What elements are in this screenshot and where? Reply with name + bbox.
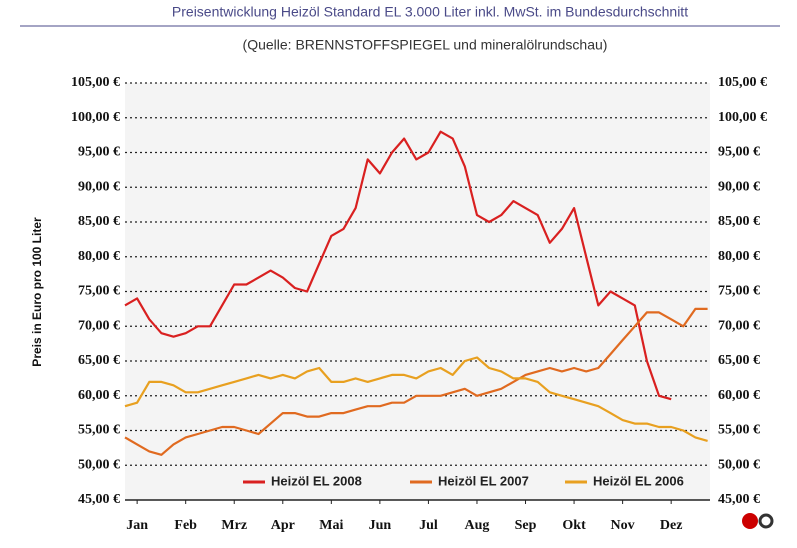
y2-tick-label: 80,00 € bbox=[718, 249, 760, 264]
y-tick-label: 95,00 € bbox=[78, 145, 120, 160]
y-tick-label: 85,00 € bbox=[78, 214, 120, 229]
y-tick-label: 60,00 € bbox=[78, 388, 120, 403]
x-tick-label: Mrz bbox=[221, 518, 247, 533]
y-tick-label: 65,00 € bbox=[78, 353, 120, 368]
legend-label: Heizöl EL 2008 bbox=[271, 473, 362, 488]
logo bbox=[742, 513, 772, 529]
y2-tick-label: 50,00 € bbox=[718, 457, 760, 472]
y-tick-label: 50,00 € bbox=[78, 457, 120, 472]
y-tick-label: 45,00 € bbox=[78, 492, 120, 507]
y-tick-label: 70,00 € bbox=[78, 318, 120, 333]
y2-tick-label: 55,00 € bbox=[718, 423, 760, 438]
x-tick-label: Aug bbox=[465, 518, 490, 533]
logo-ring bbox=[760, 515, 772, 527]
x-tick-label: Mai bbox=[319, 518, 343, 533]
x-tick-label: Jun bbox=[369, 518, 392, 533]
x-tick-label: Feb bbox=[174, 518, 197, 533]
legend-label: Heizöl EL 2007 bbox=[438, 473, 529, 488]
x-tick-label: Jan bbox=[126, 518, 148, 533]
y2-tick-label: 85,00 € bbox=[718, 214, 760, 229]
y-tick-label: 75,00 € bbox=[78, 284, 120, 299]
y2-tick-label: 100,00 € bbox=[718, 110, 767, 125]
x-tick-label: Nov bbox=[611, 518, 635, 533]
x-tick-label: Jul bbox=[419, 518, 438, 533]
y2-tick-label: 60,00 € bbox=[718, 388, 760, 403]
y-tick-label: 105,00 € bbox=[71, 75, 120, 90]
legend-label: Heizöl EL 2006 bbox=[593, 473, 684, 488]
y-tick-label: 80,00 € bbox=[78, 249, 120, 264]
y2-tick-label: 105,00 € bbox=[718, 75, 767, 90]
logo-disc bbox=[742, 513, 758, 529]
y-tick-label: 100,00 € bbox=[71, 110, 120, 125]
y-tick-label: 55,00 € bbox=[78, 423, 120, 438]
y2-tick-label: 45,00 € bbox=[718, 492, 760, 507]
y2-tick-label: 65,00 € bbox=[718, 353, 760, 368]
chart-title: Preisentwicklung Heizöl Standard EL 3.00… bbox=[172, 4, 688, 20]
chart-subtitle: (Quelle: BRENNSTOFFSPIEGEL und mineralöl… bbox=[243, 37, 608, 53]
x-tick-label: Apr bbox=[271, 518, 295, 533]
y2-tick-label: 95,00 € bbox=[718, 145, 760, 160]
y-tick-label: 90,00 € bbox=[78, 179, 120, 194]
y-axis-label: Preis in Euro pro 100 Liter bbox=[30, 217, 44, 367]
x-tick-label: Okt bbox=[562, 518, 586, 533]
plot-background bbox=[125, 83, 710, 500]
x-tick-label: Dez bbox=[660, 518, 683, 533]
y2-tick-label: 90,00 € bbox=[718, 179, 760, 194]
y2-tick-label: 75,00 € bbox=[718, 284, 760, 299]
y2-tick-label: 70,00 € bbox=[718, 318, 760, 333]
chart: Preisentwicklung Heizöl Standard EL 3.00… bbox=[0, 0, 797, 548]
x-tick-label: Sep bbox=[515, 518, 537, 533]
